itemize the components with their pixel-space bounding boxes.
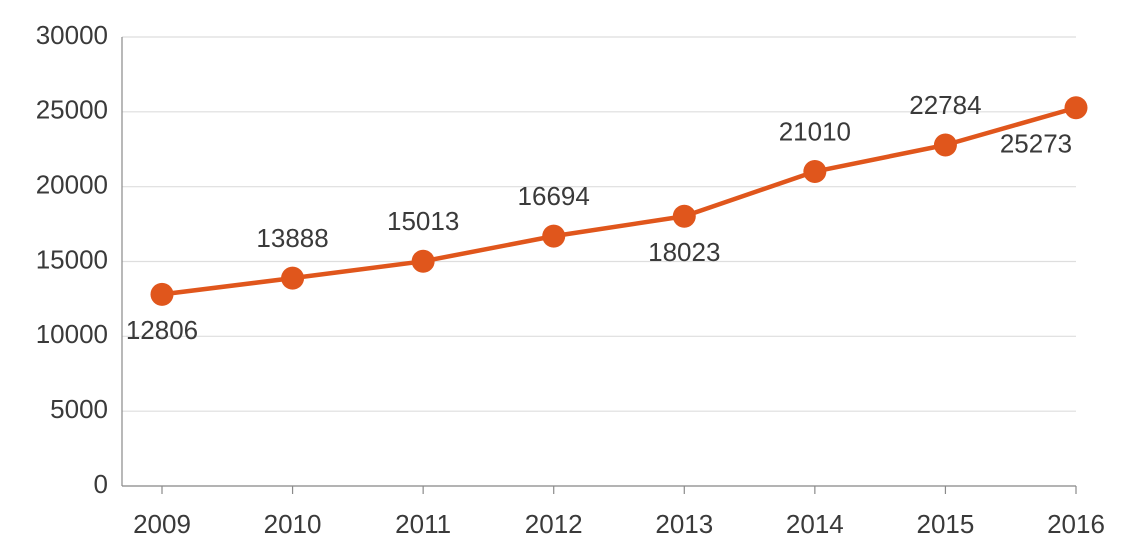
point bbox=[281, 266, 305, 290]
x-tick-label: 2012 bbox=[525, 509, 583, 539]
x-tick-label: 2014 bbox=[786, 509, 844, 539]
y-tick-label: 5000 bbox=[50, 394, 108, 424]
data-label: 16694 bbox=[518, 181, 590, 211]
y-tick-label: 10000 bbox=[36, 319, 108, 349]
x-tick-label: 2013 bbox=[655, 509, 713, 539]
y-tick-label: 20000 bbox=[36, 170, 108, 200]
data-label: 21010 bbox=[779, 116, 851, 146]
x-tick-label: 2010 bbox=[264, 509, 322, 539]
y-tick-label: 0 bbox=[94, 469, 108, 499]
data-label: 15013 bbox=[387, 206, 459, 236]
x-tick-label: 2015 bbox=[917, 509, 975, 539]
data-label: 13888 bbox=[256, 223, 328, 253]
point bbox=[1064, 96, 1088, 120]
data-label: 12806 bbox=[126, 315, 198, 345]
x-tick-label: 2016 bbox=[1047, 509, 1105, 539]
y-tick-label: 25000 bbox=[36, 95, 108, 125]
point bbox=[803, 160, 827, 184]
point bbox=[672, 204, 696, 228]
data-label: 25273 bbox=[1000, 129, 1072, 159]
x-tick-label: 2011 bbox=[395, 509, 451, 539]
y-tick-label: 30000 bbox=[36, 20, 108, 50]
y-tick-label: 15000 bbox=[36, 244, 108, 274]
point bbox=[411, 249, 435, 273]
point bbox=[542, 224, 566, 248]
point bbox=[150, 282, 174, 306]
data-label: 18023 bbox=[648, 237, 720, 267]
point bbox=[933, 133, 957, 157]
x-tick-label: 2009 bbox=[133, 509, 191, 539]
line bbox=[161, 105, 1077, 297]
data-label: 22784 bbox=[909, 90, 981, 120]
